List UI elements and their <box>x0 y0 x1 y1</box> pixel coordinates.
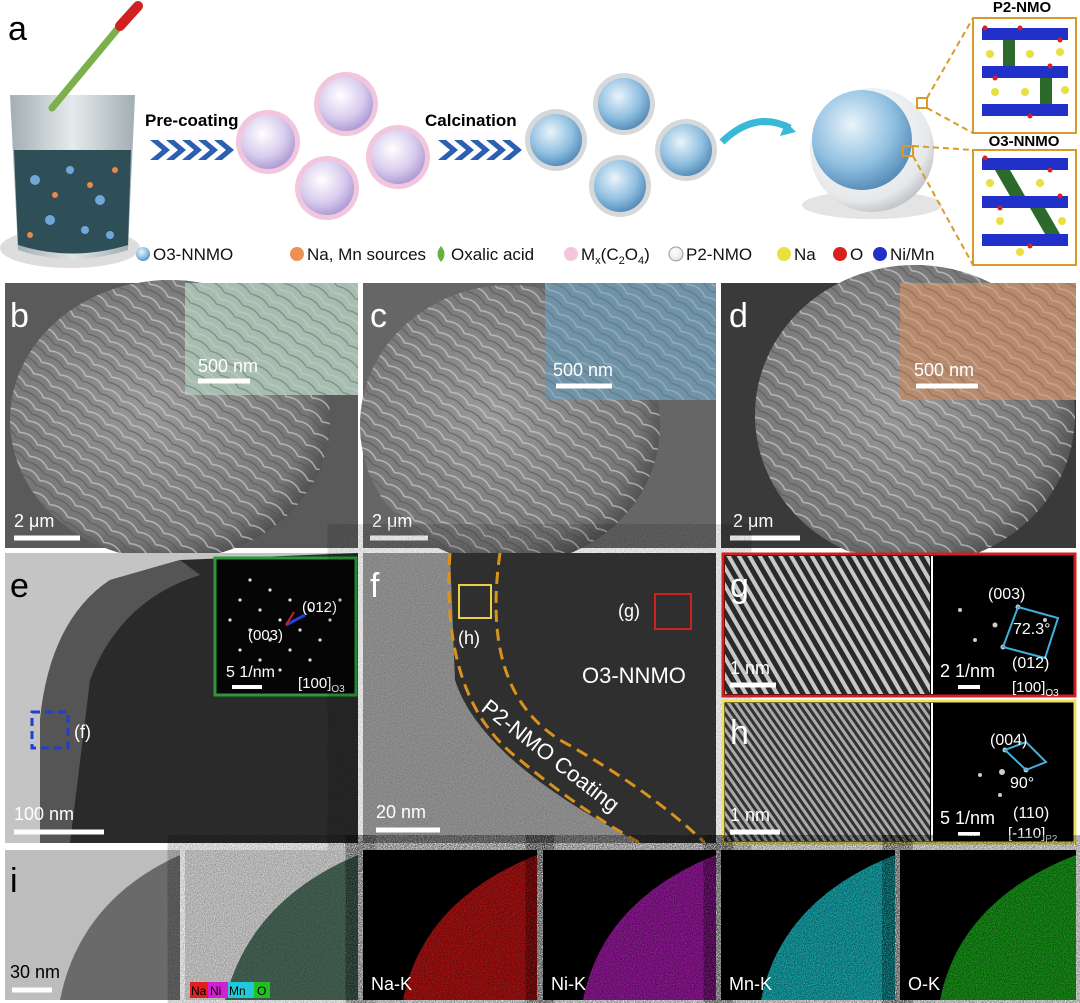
legend-label: Na <box>794 245 816 264</box>
overlay-label: Ni <box>210 984 221 998</box>
scale-label: 500 nm <box>553 360 613 380</box>
zoom-box <box>916 97 928 109</box>
zoom-box <box>902 145 914 157</box>
dropper <box>48 16 129 112</box>
scale-label: 20 nm <box>376 802 426 822</box>
scale-label: 5 1/nm <box>940 808 995 828</box>
scale-label: 1 nm <box>730 658 770 678</box>
legend-label: Na, Mn sources <box>307 245 426 264</box>
panel-label: b <box>10 297 29 335</box>
zone-axis: [100]O3 <box>298 675 345 695</box>
eds-noise <box>721 850 895 1000</box>
spot-label: (003) <box>248 627 283 644</box>
legend-label: Mx(C2O4) <box>581 245 650 267</box>
spot-label: (110) <box>1013 805 1049 822</box>
panel-h: h 1 nm (004) 90° (110) 5 1/nm [-110]P2 <box>721 699 1077 845</box>
eds-maps: Na-K Ni-K Mn-K O-K <box>363 850 1076 1000</box>
eds-noise <box>363 850 537 1000</box>
legend: O3-NNMO Na, Mn sources Oxalic acid Mx(C2… <box>136 245 934 267</box>
panel-e: e (012) (003) 5 1/nm [100]O3 (f) 100 nm <box>5 553 358 843</box>
panel-label: d <box>729 297 748 335</box>
spot-label: (004) <box>990 732 1027 749</box>
coated-spheres <box>236 72 430 220</box>
legend-label: O <box>850 245 863 264</box>
arrow-chevrons <box>438 140 522 160</box>
zone-axis: [-110]P2 <box>1008 825 1058 845</box>
panel-f: f (h) (g) O3-NNMO P2-NMO Coating 20 nm <box>363 552 716 845</box>
arrow-head <box>780 122 796 136</box>
region-label: O3-NNMO <box>582 663 686 688</box>
panel-g: g 1 nm (003) 72.3° (012) 2 1/nm [100]O3 <box>721 552 1077 699</box>
panel-i: i 30 nm Na Ni Mn O Na-K Ni-K Mn-K O-K <box>5 850 1076 1000</box>
panel-a: a Pre-coating Calcination P <box>0 0 1077 268</box>
overlay-label: Mn <box>229 984 246 998</box>
eds-noise <box>543 850 716 1000</box>
scale-label: 1 nm <box>730 805 770 825</box>
scale-label: 2 μm <box>372 511 412 531</box>
angle-label: 72.3° <box>1013 621 1051 638</box>
scale-label: 2 1/nm <box>940 661 995 681</box>
calcined-spheres <box>525 73 717 217</box>
box-label: (f) <box>74 722 91 742</box>
panel-label: i <box>10 862 18 900</box>
legend-label: Oxalic acid <box>451 245 534 264</box>
scale-label: 500 nm <box>198 356 258 376</box>
map-label: Ni-K <box>551 974 586 994</box>
structure-p2 <box>972 17 1077 134</box>
panel-c: c 500 nm 2 μm <box>360 283 716 565</box>
panel-label: e <box>10 567 29 605</box>
solution <box>14 150 131 254</box>
map-label: Mn-K <box>729 974 772 994</box>
scale-label: 2 μm <box>14 511 54 531</box>
legend-label: P2-NMO <box>686 245 752 264</box>
panel-label: g <box>730 567 749 605</box>
structure-o3 <box>972 149 1077 266</box>
spot-label: (003) <box>988 586 1025 603</box>
panel-b: b 500 nm 2 μm <box>5 280 358 560</box>
legend-label: O3-NNMO <box>153 245 233 264</box>
spot-label: (012) <box>302 599 337 616</box>
step-label: Calcination <box>425 111 517 130</box>
panel-label: h <box>730 714 749 752</box>
panel-d: d 500 nm 2 μm <box>721 265 1076 565</box>
box-label: (g) <box>618 601 640 621</box>
spot-label: (012) <box>1012 655 1049 672</box>
scale-label: 500 nm <box>914 360 974 380</box>
arrow-chevrons <box>150 140 234 160</box>
panel-label: c <box>370 297 387 335</box>
scale-label: 30 nm <box>10 962 60 982</box>
overlay-label: O <box>257 984 266 998</box>
step-label: Pre-coating <box>145 111 239 130</box>
box-label: (h) <box>458 628 480 648</box>
zone-axis: [100]O3 <box>1012 679 1059 699</box>
scale-label: 5 1/nm <box>226 664 275 681</box>
particles <box>30 166 114 239</box>
structure-title: P2-NMO <box>993 0 1052 16</box>
core <box>812 90 912 190</box>
legend-label: Ni/Mn <box>890 245 934 264</box>
eds-noise <box>900 850 1076 1000</box>
angle-label: 90° <box>1010 775 1034 792</box>
particles <box>27 167 118 238</box>
scale-label: 100 nm <box>14 804 74 824</box>
panel-label: a <box>8 10 27 48</box>
map-label: O-K <box>908 974 940 994</box>
overlay-label: Na <box>191 984 207 998</box>
dropper-bulb <box>115 1 143 31</box>
arrow <box>719 118 792 145</box>
structure-title: O3-NNMO <box>989 133 1060 150</box>
map-label: Na-K <box>371 974 412 994</box>
panel-label: f <box>370 567 380 605</box>
scale-label: 2 μm <box>733 511 773 531</box>
